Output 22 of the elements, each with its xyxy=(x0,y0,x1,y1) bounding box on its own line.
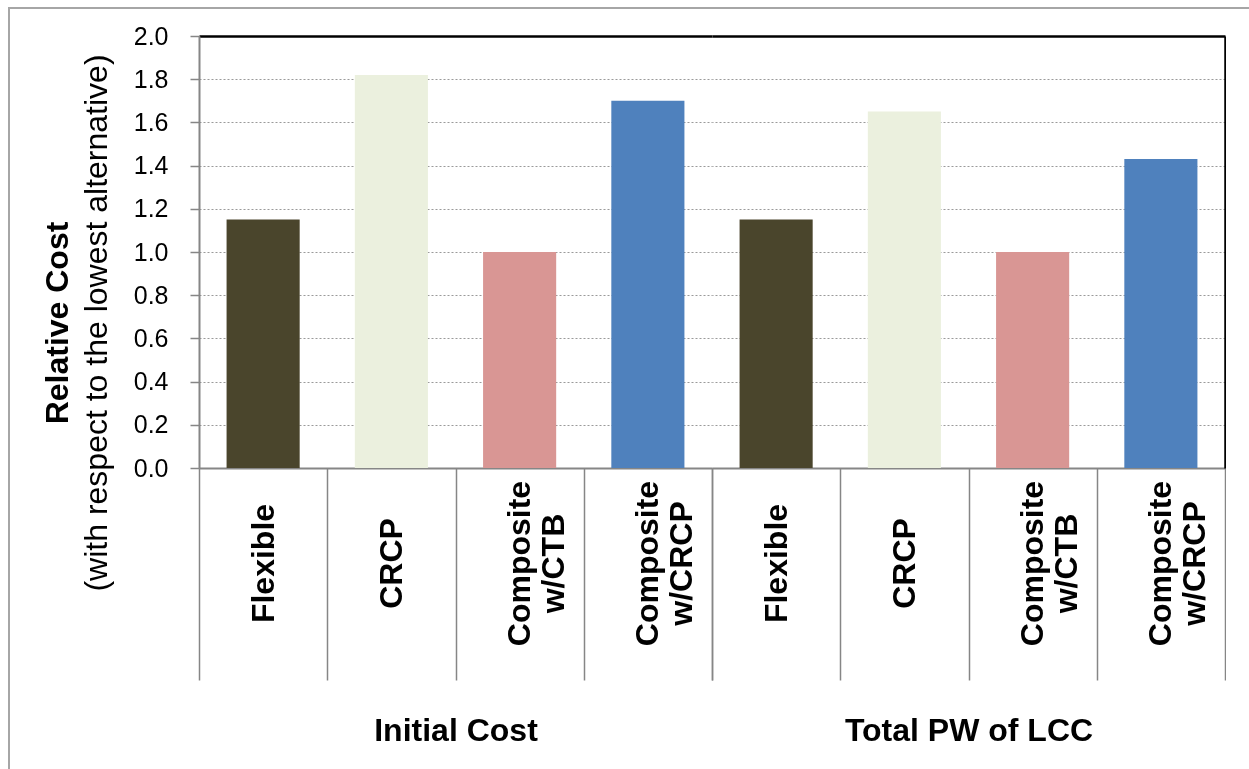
y-tick-label: 0.2 xyxy=(133,410,169,439)
y-tick-label: 1.2 xyxy=(133,194,169,223)
y-tick-label: 1.0 xyxy=(133,237,169,266)
x-tick-label: Composite w/CRCP xyxy=(629,480,700,647)
y-tick-label: 0.4 xyxy=(133,367,169,396)
y-tick-label: 1.4 xyxy=(133,151,169,180)
x-tick-label: Composite w/CRCP xyxy=(1142,480,1213,647)
y-axis-title: Relative Cost (with respect to the lowest alternative) xyxy=(39,54,114,592)
x-tick-label: Composite w/CTB xyxy=(501,480,572,647)
x-tick-label: Flexible xyxy=(757,503,794,624)
y-tick-label: 0.6 xyxy=(133,323,169,352)
x-tick-label: Composite w/CTB xyxy=(1014,480,1085,647)
y-tick-label: 1.8 xyxy=(133,64,169,93)
y-tick-label: 2.0 xyxy=(133,21,169,50)
x-axis-title: Initial Cost xyxy=(374,711,539,748)
x-tick-label: Flexible xyxy=(244,503,281,624)
x-axis-title: Total PW of LCC xyxy=(844,711,1094,748)
x-tick-label: CRCP xyxy=(885,518,922,609)
y-tick-label: 0.8 xyxy=(133,280,169,309)
y-tick-label: 1.6 xyxy=(133,107,169,136)
y-tick-label: 0.0 xyxy=(133,453,169,482)
x-tick-label: CRCP xyxy=(372,518,409,609)
